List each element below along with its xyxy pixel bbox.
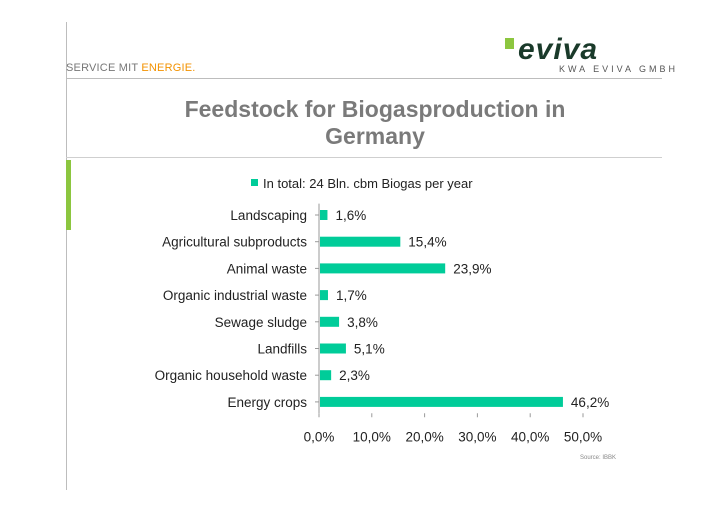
logo-green-square xyxy=(505,38,514,49)
bar xyxy=(320,396,563,407)
category-label: Organic household waste xyxy=(155,368,307,383)
category-label: Energy crops xyxy=(227,395,307,410)
eviva-logo: eviva xyxy=(505,33,598,66)
category-label: Landscaping xyxy=(230,208,307,223)
bar-value-label: 46,2% xyxy=(571,395,609,410)
bar xyxy=(320,236,401,247)
category-label: Animal waste xyxy=(227,261,307,276)
tagline-prefix: SERVICE MIT xyxy=(66,62,139,74)
category-label: Organic industrial waste xyxy=(163,288,307,303)
source-note: Source: IBBK xyxy=(580,455,617,461)
bar xyxy=(320,263,446,274)
category-label: Landfills xyxy=(257,342,307,357)
chart-title: Feedstock for Biogasproduction in German… xyxy=(184,96,566,149)
bar-value-label: 5,1% xyxy=(354,342,385,357)
bar xyxy=(320,370,332,381)
bar-value-label: 2,3% xyxy=(339,368,370,383)
header-rule xyxy=(66,78,662,79)
category-label: Agricultural subproducts xyxy=(162,235,307,250)
tagline-accent: ENERGIE. xyxy=(141,62,196,74)
x-tick-label: 10,0% xyxy=(353,429,391,444)
accent-strip xyxy=(66,160,71,230)
bar xyxy=(320,343,346,354)
x-tick-label: 0,0% xyxy=(304,429,335,444)
bar xyxy=(320,290,328,301)
x-tick-label: 50,0% xyxy=(564,429,602,444)
left-rule xyxy=(66,22,67,490)
logo-subtitle: KWA EVIVA GMBH xyxy=(559,64,679,74)
bar xyxy=(320,316,340,327)
category-label: Sewage sludge xyxy=(215,315,307,330)
x-tick-label: 30,0% xyxy=(458,429,496,444)
bar-value-label: 3,8% xyxy=(347,315,378,330)
logo-wordmark: eviva xyxy=(518,33,598,66)
bar-value-label: 23,9% xyxy=(453,261,491,276)
tagline: SERVICE MIT ENERGIE. xyxy=(66,62,196,74)
title-rule xyxy=(66,157,662,158)
bar-value-label: 15,4% xyxy=(408,235,446,250)
x-tick-label: 40,0% xyxy=(511,429,549,444)
bar-value-label: 1,6% xyxy=(335,208,366,223)
bar xyxy=(320,210,328,220)
legend-label: In total: 24 Bln. cbm Biogas per year xyxy=(263,176,473,191)
legend-swatch xyxy=(251,179,258,186)
x-tick-label: 20,0% xyxy=(405,429,443,444)
bar-value-label: 1,7% xyxy=(336,288,367,303)
